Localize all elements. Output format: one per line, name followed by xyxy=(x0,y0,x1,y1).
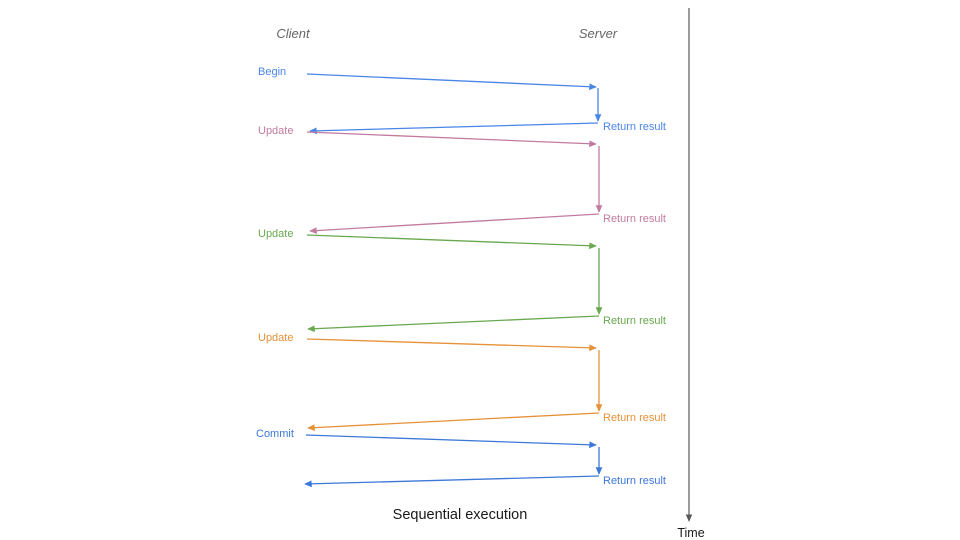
exchange-update-2-result-label: Return result xyxy=(603,315,666,327)
exchange-update-1-result-label: Return result xyxy=(603,213,666,225)
diagram-title: Sequential execution xyxy=(393,507,528,523)
server-lifeline-label: Server xyxy=(579,26,618,41)
exchange-update-2-call-label: Update xyxy=(258,228,293,240)
exchange-update-1-return-arrow xyxy=(309,213,600,234)
exchange-commit-return-arrow xyxy=(304,475,600,488)
time-axis-label: Time xyxy=(677,526,704,540)
exchange-update-3: Update Return result xyxy=(258,332,666,432)
exchange-begin-call-label: Begin xyxy=(258,66,286,78)
exchange-update-3-call-label: Update xyxy=(258,332,293,344)
exchange-begin-result-label: Return result xyxy=(603,121,666,133)
exchange-update-3-request-arrow xyxy=(306,338,597,352)
exchange-update-2: Update Return result xyxy=(258,228,666,333)
exchange-begin: Begin Return result xyxy=(258,66,666,135)
exchange-update-3-result-label: Return result xyxy=(603,412,666,424)
exchange-update-1-request-arrow xyxy=(306,131,597,148)
exchange-commit: Commit Return result xyxy=(256,428,666,488)
exchange-update-1: Update Return result xyxy=(258,125,666,234)
exchange-update-2-return-arrow xyxy=(307,315,600,333)
exchange-update-3-return-arrow xyxy=(307,412,600,432)
client-lifeline-label: Client xyxy=(276,26,311,41)
exchange-begin-return-arrow xyxy=(309,122,599,135)
exchange-commit-call-label: Commit xyxy=(256,428,294,440)
exchange-update-1-call-label: Update xyxy=(258,125,293,137)
exchange-begin-request-arrow xyxy=(306,73,597,91)
exchange-update-2-request-arrow xyxy=(306,234,597,250)
exchange-commit-result-label: Return result xyxy=(603,475,666,487)
exchange-commit-request-arrow xyxy=(305,434,597,449)
